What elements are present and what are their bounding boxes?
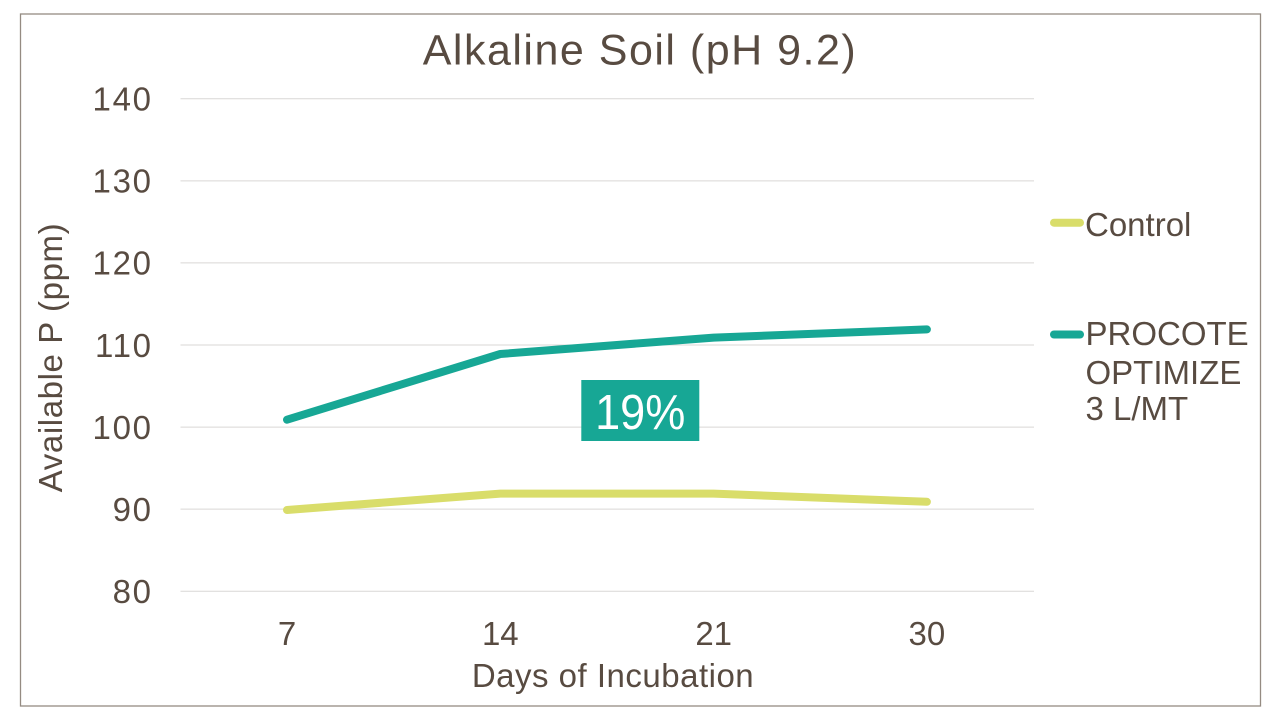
svg-text:Days of Incubation: Days of Incubation xyxy=(472,657,754,694)
svg-text:OPTIMIZE: OPTIMIZE xyxy=(1086,354,1242,391)
svg-text:Control: Control xyxy=(1085,206,1191,243)
svg-text:80: 80 xyxy=(113,573,153,610)
svg-text:7: 7 xyxy=(278,615,296,652)
svg-text:PROCOTE: PROCOTE xyxy=(1086,315,1249,352)
svg-text:140: 140 xyxy=(93,81,153,118)
svg-text:100: 100 xyxy=(93,409,153,446)
svg-text:Alkaline Soil (pH 9.2): Alkaline Soil (pH 9.2) xyxy=(423,27,858,75)
svg-text:120: 120 xyxy=(93,245,153,282)
svg-text:21: 21 xyxy=(695,615,732,652)
svg-text:90: 90 xyxy=(113,491,153,528)
svg-text:14: 14 xyxy=(482,615,519,652)
svg-text:30: 30 xyxy=(909,615,946,652)
svg-text:Available P (ppm): Available P (ppm) xyxy=(32,223,69,492)
svg-text:3 L/MT: 3 L/MT xyxy=(1086,390,1189,427)
svg-text:19%: 19% xyxy=(595,384,685,439)
svg-text:110: 110 xyxy=(95,327,153,364)
svg-text:130: 130 xyxy=(93,163,153,200)
